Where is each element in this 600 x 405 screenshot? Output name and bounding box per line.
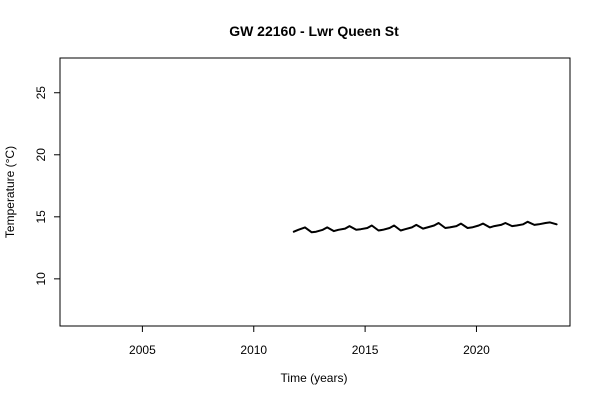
- x-tick-label: 2005: [129, 343, 156, 357]
- y-tick-label: 15: [34, 210, 48, 224]
- y-axis: 10 15 20 25: [34, 86, 60, 286]
- x-tick-label: 2015: [352, 343, 379, 357]
- y-tick-label: 10: [34, 272, 48, 286]
- plot-frame: [59, 57, 571, 327]
- series-layer: [292, 220, 558, 234]
- y-tick-label: 20: [34, 148, 48, 162]
- chart-title: GW 22160 - Lwr Queen St: [229, 23, 399, 39]
- y-tick-label: 25: [34, 86, 48, 100]
- x-axis-label: Time (years): [281, 371, 348, 385]
- x-tick-label: 2020: [463, 343, 490, 357]
- series-line: [292, 220, 558, 234]
- x-axis: 2005 2010 2015 2020: [129, 326, 490, 357]
- x-tick-label: 2010: [240, 343, 267, 357]
- y-axis-label: Temperature (°C): [3, 146, 17, 238]
